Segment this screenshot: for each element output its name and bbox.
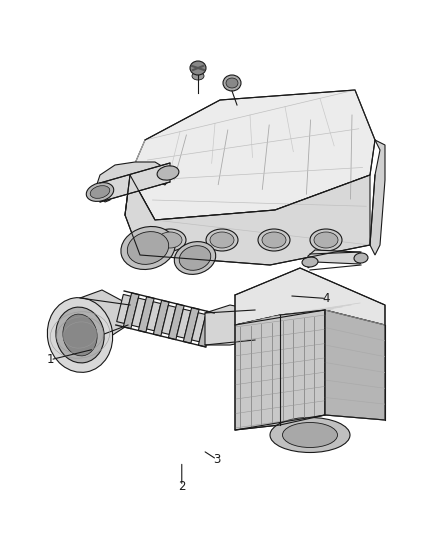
Polygon shape — [162, 305, 176, 334]
Polygon shape — [117, 294, 131, 324]
Ellipse shape — [86, 183, 114, 201]
Ellipse shape — [157, 166, 179, 180]
Ellipse shape — [127, 232, 169, 264]
Text: 2: 2 — [178, 480, 186, 492]
Polygon shape — [235, 268, 385, 325]
Text: 3: 3 — [213, 453, 220, 466]
Polygon shape — [124, 293, 139, 329]
Ellipse shape — [258, 229, 290, 251]
Ellipse shape — [223, 75, 241, 91]
Ellipse shape — [270, 417, 350, 453]
Ellipse shape — [314, 232, 338, 248]
Polygon shape — [95, 162, 170, 202]
Polygon shape — [168, 304, 184, 340]
Ellipse shape — [210, 232, 234, 248]
Ellipse shape — [354, 253, 368, 263]
Text: 4: 4 — [322, 292, 330, 305]
Ellipse shape — [206, 229, 238, 251]
Polygon shape — [130, 90, 375, 220]
Polygon shape — [308, 250, 363, 268]
Ellipse shape — [192, 72, 204, 80]
Ellipse shape — [158, 232, 182, 248]
Polygon shape — [184, 308, 199, 343]
Ellipse shape — [262, 232, 286, 248]
Polygon shape — [132, 298, 146, 327]
Ellipse shape — [226, 78, 238, 88]
Ellipse shape — [63, 314, 97, 356]
Polygon shape — [235, 310, 325, 430]
Polygon shape — [147, 302, 161, 331]
Text: 1: 1 — [46, 353, 54, 366]
Ellipse shape — [179, 246, 211, 270]
Polygon shape — [192, 313, 206, 342]
Polygon shape — [80, 290, 130, 342]
Ellipse shape — [56, 307, 104, 363]
Ellipse shape — [174, 241, 215, 274]
Polygon shape — [177, 309, 191, 338]
Polygon shape — [325, 310, 385, 420]
Ellipse shape — [302, 257, 318, 267]
Ellipse shape — [283, 423, 338, 448]
Ellipse shape — [310, 229, 342, 251]
Polygon shape — [205, 305, 255, 345]
Polygon shape — [370, 140, 385, 255]
Polygon shape — [100, 163, 170, 202]
Polygon shape — [125, 175, 370, 265]
Polygon shape — [138, 296, 154, 333]
Ellipse shape — [90, 185, 110, 198]
Polygon shape — [153, 300, 169, 336]
Ellipse shape — [190, 61, 206, 75]
Ellipse shape — [121, 227, 175, 270]
Polygon shape — [198, 311, 214, 347]
Ellipse shape — [154, 229, 186, 251]
Ellipse shape — [47, 297, 113, 373]
